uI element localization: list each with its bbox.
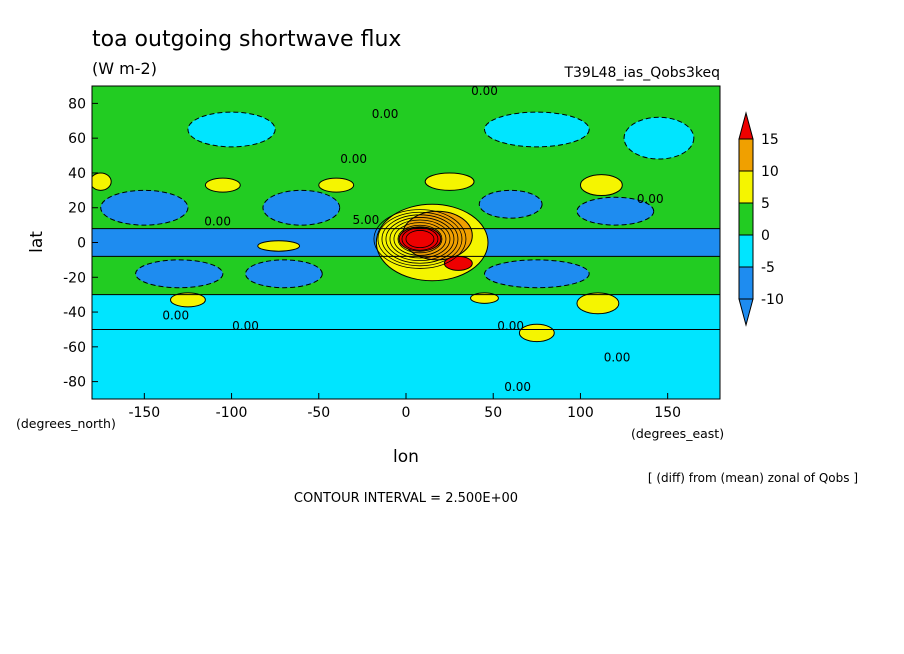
contour-label: 0.00 (162, 309, 189, 323)
contour-label-layer: 0.00 0.00 0.00 0.00 5.00 0.00 0.00 0.00 0.00 0.00… (162, 84, 663, 394)
contour-lines (92, 86, 720, 399)
contour-field (92, 86, 720, 399)
x-tick-label: 0 (402, 405, 411, 421)
chart-title: toa outgoing shortwave flux (92, 27, 401, 52)
y-tick-label: -40 (63, 305, 86, 321)
field-band-2 (92, 329, 720, 399)
colorbar-segment-5 (738, 266, 754, 300)
contour-label: 0.00 (471, 84, 498, 98)
y-tick-label: -60 (63, 340, 86, 356)
y-tick-label: 0 (77, 236, 86, 252)
contour-label: 5.00 (353, 213, 380, 227)
field-blob-8 (262, 189, 341, 226)
field-blob-13 (483, 259, 590, 289)
peak-contour-3 (397, 224, 443, 254)
peak-contour-2 (401, 227, 439, 251)
y-tick-label: 60 (68, 131, 86, 147)
contour-label: 0.00 (497, 319, 524, 333)
contour-label: 0.00 (340, 152, 367, 166)
x-axis-label: lon (393, 447, 419, 467)
peak-contour-7 (381, 214, 459, 264)
peak-contour-9 (373, 209, 467, 269)
axes: -150 -100 -50 0 50 100 150 80 60 40 20 0 -20 -40 -60 -8… (63, 96, 681, 421)
contour-label: 0.00 (604, 350, 631, 364)
contour-label: 0.00 (204, 215, 231, 229)
field-blob-7 (100, 189, 189, 226)
y-tick-label: 40 (68, 166, 86, 182)
diff-note: [ (diff) from (mean) zonal of Qobs ] (648, 471, 858, 485)
colorbar-tick-label: 5 (761, 196, 770, 212)
colorbar-tick-label: 0 (761, 228, 770, 244)
contour-label: 0.00 (504, 380, 531, 394)
x-tick-label: 150 (654, 405, 681, 421)
colorbar-segment-1 (738, 138, 754, 172)
field-blob-19 (170, 292, 206, 308)
colorbar-segment-4 (738, 234, 754, 268)
y-tick-label: -80 (63, 375, 86, 391)
field-blob-21 (518, 323, 555, 343)
colorbar-tick-label: 10 (761, 164, 779, 180)
contour-label: 0.00 (637, 192, 664, 206)
y-tick-label: -20 (63, 270, 86, 286)
colorbar-segment-2 (738, 170, 754, 204)
field-blob-4 (187, 111, 276, 148)
field-blob-22 (470, 292, 499, 304)
field-blob-15 (318, 177, 355, 193)
colorbar-top-arrow (738, 111, 754, 140)
chart-subtitle: (W m-2) (92, 59, 157, 78)
x-tick-label: -50 (307, 405, 330, 421)
colorbar-segment-3 (738, 202, 754, 236)
colorbar-bottom-arrow (738, 298, 754, 327)
field-blob-16 (424, 172, 475, 191)
field-blob-11 (135, 259, 224, 289)
x-tick-label: 100 (567, 405, 594, 421)
peak-contour-6 (385, 217, 455, 262)
field-blob-10 (576, 196, 655, 226)
x-tick-label: -150 (128, 405, 160, 421)
peak-contour-8 (377, 211, 463, 267)
field-blob-23 (257, 240, 301, 252)
peak-contour-4 (393, 222, 447, 256)
field-blob-14 (204, 177, 241, 193)
y-axis-label: lat (27, 231, 47, 253)
colorbar: 15 10 5 0 -5 -10 (738, 111, 784, 327)
colorbar-tick-label: -5 (761, 260, 775, 276)
y-tick-label: 80 (68, 96, 86, 112)
field-blob-18 (92, 172, 112, 191)
field-blob-20 (576, 292, 620, 315)
field-blob-17 (579, 174, 623, 197)
y-tick-label: 20 (68, 201, 86, 217)
x-tick-label: -100 (216, 405, 248, 421)
colorbar-tick-label: -10 (761, 292, 784, 308)
field-blob-12 (245, 259, 323, 289)
peak-contour-1 (405, 230, 435, 249)
contour-interval-label: CONTOUR INTERVAL = 2.500E+00 (294, 491, 518, 506)
field-blob-9 (478, 189, 543, 219)
peak-contour-5 (389, 219, 451, 259)
field-blob-5 (483, 111, 590, 148)
y-unit-label: (degrees_north) (16, 416, 116, 431)
x-unit-label: (degrees_east) (631, 426, 724, 441)
contour-label: 0.00 (372, 107, 399, 121)
run-label: T39L48_ias_Qobs3keq (563, 65, 720, 81)
colorbar-tick-label: 15 (761, 132, 779, 148)
contour-label: 0.00 (232, 319, 259, 333)
x-tick-label: 50 (484, 405, 502, 421)
field-blob-6 (623, 116, 695, 160)
